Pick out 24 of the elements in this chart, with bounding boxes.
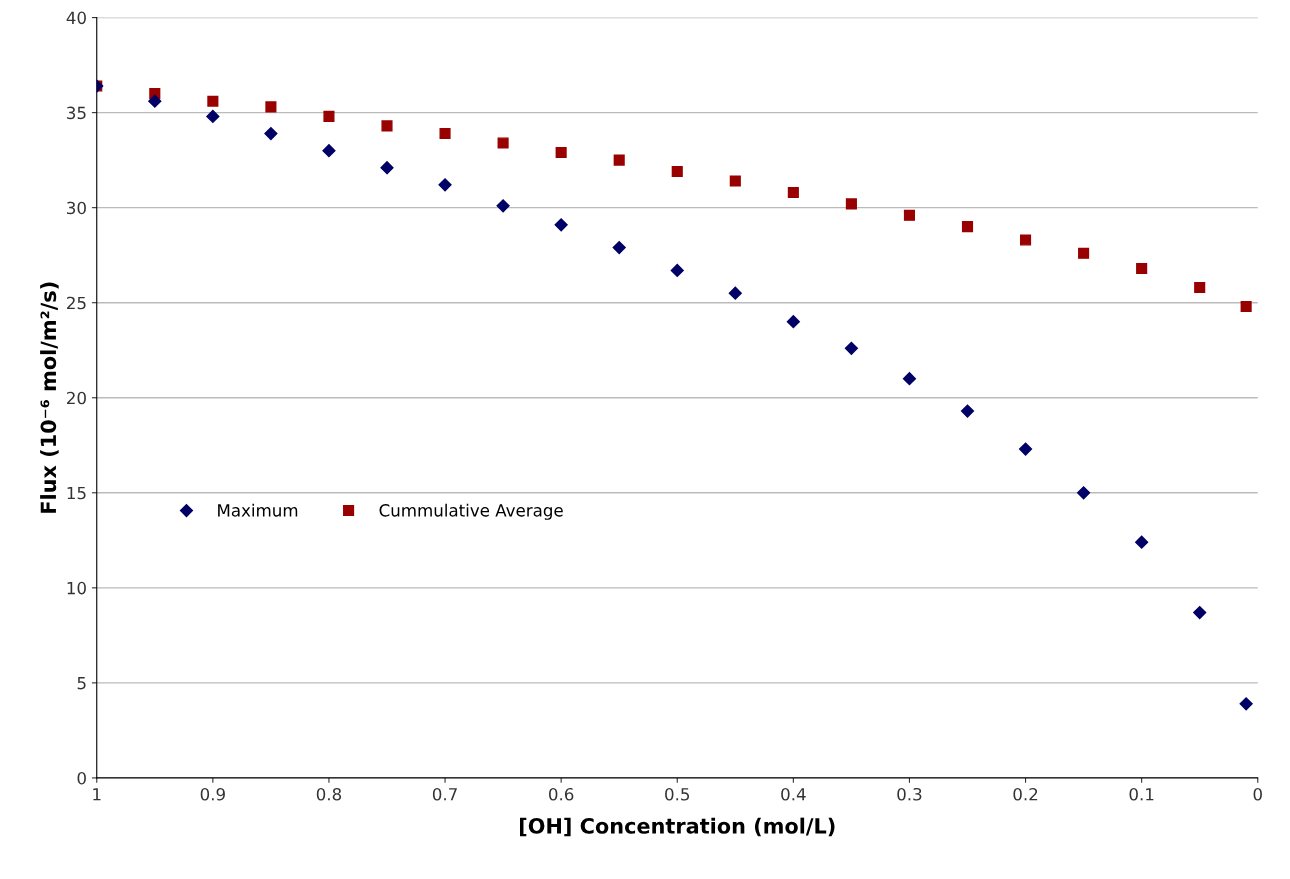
- y-tick-label: 25: [67, 296, 86, 310]
- y-tick-label: 40: [66, 11, 86, 25]
- y-tick-label: 5: [77, 677, 86, 690]
- x-tick-label: 0.4: [781, 787, 806, 801]
- y-tick-label: 10: [67, 581, 86, 595]
- x-tick-label: 0.5: [665, 787, 690, 801]
- x-tick-label: 0.6: [549, 787, 574, 801]
- x-tick-label: 0: [1253, 787, 1262, 801]
- x-tick-label: 0.1: [1129, 787, 1154, 801]
- x-tick-label: 0.9: [200, 787, 225, 801]
- y-tick-label: 30: [67, 201, 86, 215]
- x-tick-label: 0.8: [316, 787, 342, 801]
- y-tick-label: 35: [67, 106, 86, 120]
- x-tick-label: 1: [93, 788, 101, 801]
- y-tick-label: 15: [67, 486, 86, 500]
- x-tick-label: 0.2: [1013, 787, 1038, 801]
- x-axis-title: [OH] Concentration (mol/L): [520, 817, 835, 837]
- legend-label: Cummulative Average: [379, 503, 563, 520]
- y-tick-label: 0: [77, 771, 86, 785]
- x-tick-label: 0.7: [432, 787, 457, 801]
- x-tick-label: 0.3: [897, 787, 922, 801]
- y-axis-title: Flux (10⁻⁶ mol/m²/s): [40, 282, 59, 513]
- legend-label: Maximum: [218, 503, 298, 517]
- y-tick-label: 20: [67, 391, 86, 405]
